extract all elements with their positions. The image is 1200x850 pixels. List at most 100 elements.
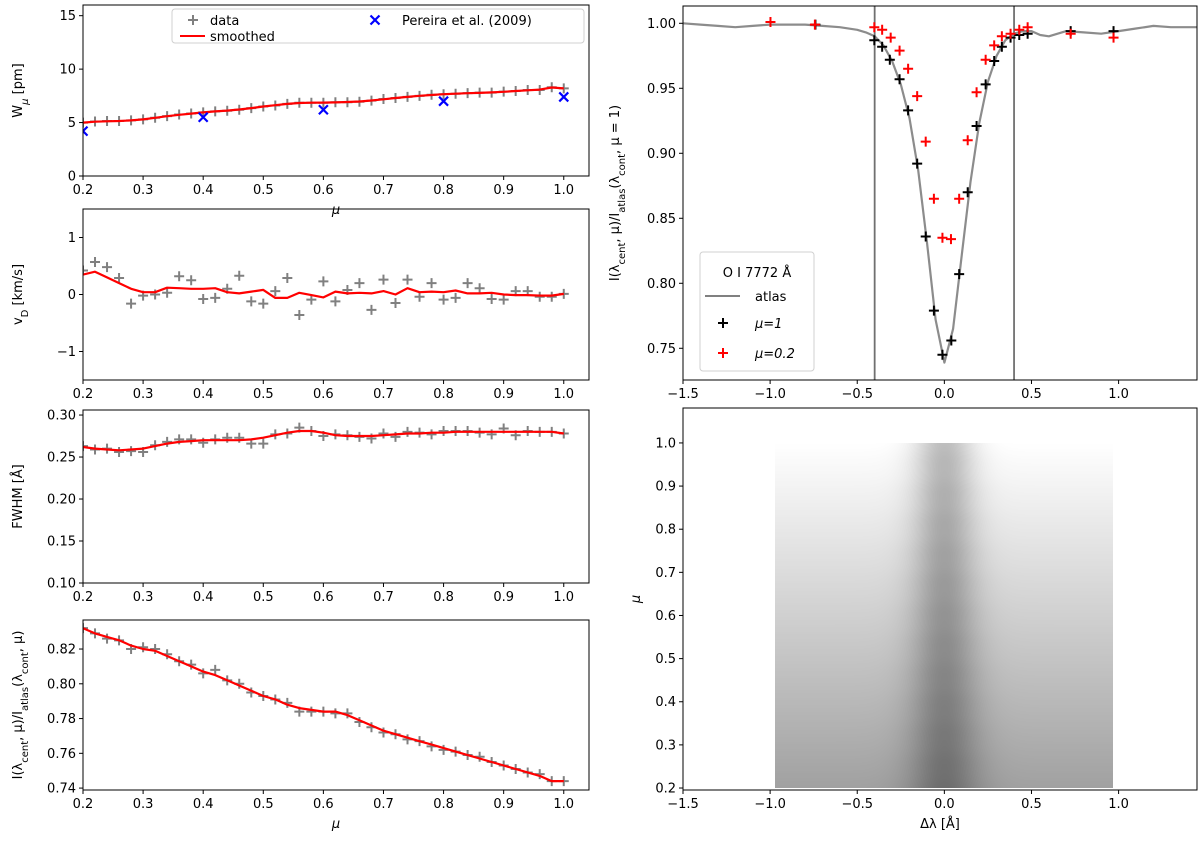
y-tick-label: 0.8 — [655, 523, 676, 538]
data-point — [258, 438, 269, 449]
data-point — [294, 310, 305, 321]
data-point — [877, 41, 888, 52]
data-point — [114, 446, 125, 457]
y-tick-label: 0.4 — [655, 695, 676, 710]
x-tick-label: 0.9 — [493, 183, 514, 198]
data-point — [912, 158, 923, 169]
x-tick-label: 0.5 — [1021, 797, 1042, 812]
data-point — [928, 305, 939, 316]
x-tick-label: −1.0 — [754, 797, 786, 812]
x-tick-label: 0.4 — [193, 797, 214, 812]
y-tick-label: 0.2 — [655, 782, 676, 797]
y-tick-label: 0.15 — [47, 535, 76, 550]
y-tick-label: 0.7 — [655, 566, 676, 581]
data-point — [330, 296, 341, 307]
legend-label-mu1: μ=1 — [754, 317, 782, 332]
y-tick-label: 0.30 — [47, 409, 76, 424]
x-tick-label: 0.2 — [73, 590, 94, 605]
x-tick-label: 0.3 — [133, 183, 154, 198]
x-tick-label: 0.6 — [313, 590, 334, 605]
x-tick-label: 0.9 — [493, 797, 514, 812]
series-line — [83, 270, 564, 299]
legend-label-mu02: μ=0.2 — [754, 347, 795, 362]
legend-box — [699, 251, 815, 372]
series-line — [83, 86, 564, 124]
axes-frame — [82, 619, 590, 791]
data-point — [971, 87, 982, 98]
y-tick-label: 0.80 — [647, 277, 676, 292]
x-tick-label: 0.9 — [493, 590, 514, 605]
data-point — [1022, 22, 1033, 33]
panel-fwhm: 0.2 0.3 0.4 0.5 0.6 0.7 0.8 0.9 1.0 0.10 0.15 0.20 0… — [10, 409, 590, 605]
legend-marker-data — [188, 15, 198, 25]
y-tick-label: 1.00 — [647, 17, 676, 32]
x-tick-label: 1.0 — [553, 797, 574, 812]
data-point — [258, 298, 269, 309]
x-tick-label: 1.0 — [1108, 797, 1129, 812]
x-tick-label: 0.8 — [433, 183, 454, 198]
data-point — [920, 136, 931, 147]
y-tick-label: 10 — [59, 63, 76, 78]
data-point — [438, 425, 449, 436]
y-tick-label: 0.25 — [47, 451, 76, 466]
data-point — [980, 54, 991, 65]
legend-label-data: data — [210, 14, 239, 29]
data-point — [83, 125, 89, 137]
series-data — [83, 82, 569, 128]
data-point — [894, 74, 905, 85]
data-point — [884, 54, 895, 65]
series-smoothed — [83, 86, 564, 124]
data-point — [971, 120, 982, 131]
y-tick-label: 0.78 — [47, 712, 76, 727]
y-tick-label: 1.0 — [655, 436, 676, 451]
y-tick-label: 0.5 — [655, 652, 676, 667]
x-tick-label: 0.5 — [253, 797, 274, 812]
legend-box — [171, 8, 585, 44]
x-tick-label: 0.3 — [133, 590, 154, 605]
data-point — [197, 111, 209, 123]
x-tick-label: 0.7 — [373, 183, 394, 198]
y-tick-label: 0.75 — [647, 342, 676, 357]
y-axis-label: Wμ [pm] — [11, 63, 31, 117]
data-point — [318, 104, 329, 116]
series-line — [83, 627, 564, 783]
x-tick-label: 0.8 — [433, 387, 454, 402]
data-point — [83, 441, 88, 452]
y-axis-label: μ — [629, 595, 644, 604]
panel-central-intensity: 0.2 0.3 0.4 0.5 0.6 0.7 0.8 0.9 1.0 0.74 0.76 0.78 0… — [11, 619, 590, 832]
data-point — [282, 272, 293, 283]
data-point — [920, 231, 931, 242]
data-point — [954, 269, 965, 280]
series-data — [83, 422, 569, 457]
series-smoothed — [83, 429, 564, 452]
panel-equivalent-width: 0.2 0.3 0.4 0.5 0.6 0.7 0.8 0.9 1.0 0 5 10 15 μ Wμ [pm… — [11, 4, 590, 218]
series-smoothed — [83, 627, 564, 783]
x-tick-label: 0.5 — [253, 183, 274, 198]
x-axis-label: Δλ [Å] — [920, 816, 960, 832]
data-point — [885, 32, 896, 43]
x-tick-label: 0.8 — [433, 590, 454, 605]
data-point — [162, 436, 173, 447]
y-tick-label: 1 — [68, 231, 76, 246]
axes-frame — [82, 4, 590, 177]
y-tick-label: −1 — [57, 345, 76, 360]
data-point — [474, 283, 485, 294]
data-point — [318, 276, 329, 287]
data-point — [809, 19, 820, 30]
data-point — [962, 135, 973, 146]
y-axis-label: vD [km/s] — [11, 264, 31, 325]
data-point — [954, 193, 965, 204]
plot-area — [83, 82, 570, 137]
data-point — [162, 287, 173, 298]
panel-line-profile: −1.5 −1.0 −0.5 0.0 0.5 1.0 0.75 0.80 0.85 0.90 0.9… — [608, 5, 1198, 402]
y-tick-label: 0.95 — [647, 82, 676, 97]
x-tick-label: 0.5 — [253, 387, 274, 402]
data-point — [989, 55, 1000, 66]
data-point — [894, 45, 905, 56]
series-data — [83, 623, 569, 787]
data-point — [126, 298, 137, 309]
series--0-2 — [765, 16, 1119, 245]
data-point — [534, 291, 545, 302]
x-tick-label: 0.7 — [373, 387, 394, 402]
legend-label-atlas: atlas — [755, 290, 787, 305]
